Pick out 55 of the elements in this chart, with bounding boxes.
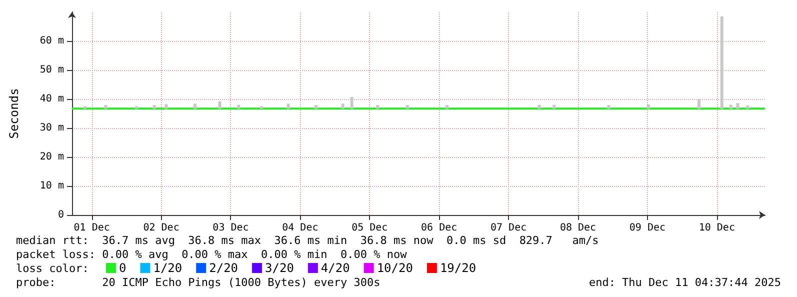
text: median rtt: 36.7 ms avg 36.8 ms max 36.6 ms min 36.8 ms now 0.0 ms sd 829.7 am/s xyxy=(16,234,599,247)
text: probe: 20 ICMP Echo Pings (1000 Bytes) every 300s xyxy=(16,276,380,289)
bar xyxy=(646,104,650,109)
x-tick-label: 03 Dec xyxy=(212,222,249,234)
y-tick-label: 50 m xyxy=(40,64,64,76)
legend-title: loss color: xyxy=(16,262,89,275)
x-tick-label: 09 Dec xyxy=(629,222,666,234)
bar xyxy=(164,104,168,109)
x-tick-label: 01 Dec xyxy=(74,222,110,234)
bar xyxy=(350,96,354,109)
y-tick-label: 60 m xyxy=(40,36,64,46)
bar xyxy=(698,99,701,109)
x-tick-label: 10 Dec xyxy=(698,222,735,234)
x-tick-label: 06 Dec xyxy=(421,222,458,234)
bar xyxy=(736,103,740,109)
bar xyxy=(729,104,732,109)
x-tick-label: 05 Dec xyxy=(352,222,388,234)
y-tick-label: 40 m xyxy=(40,94,64,104)
bar xyxy=(552,104,556,109)
legend-label: 2/20 xyxy=(209,261,238,275)
bar xyxy=(720,16,724,109)
bar xyxy=(314,105,318,109)
bar xyxy=(607,105,610,109)
y-tick-label: 10 m xyxy=(40,180,64,192)
bar xyxy=(286,104,290,109)
y-axis-title: Seconds xyxy=(7,88,21,139)
bar xyxy=(260,106,263,109)
legend-label: 19/20 xyxy=(440,261,476,275)
bar xyxy=(376,105,380,109)
bar xyxy=(538,104,541,109)
y-tick-label: 20 m xyxy=(40,152,64,162)
legend-label: 10/20 xyxy=(376,261,413,275)
y-tick-label: 30 m xyxy=(40,122,64,134)
bar xyxy=(194,104,197,109)
text: packet loss: 0.00 % avg 0.00 % max 0.00 % min 0.00 % now xyxy=(16,248,408,261)
bar xyxy=(152,105,156,109)
bar xyxy=(406,105,409,109)
legend-label: 1/20 xyxy=(153,261,182,275)
legend-label: 0 xyxy=(119,261,126,275)
bar xyxy=(83,106,86,109)
text: end: Thu Dec 11 04:37:44 2025 xyxy=(588,276,782,289)
bar xyxy=(446,105,449,109)
x-tick-label: 07 Dec xyxy=(490,222,527,234)
bar xyxy=(134,106,138,109)
x-tick-label: 08 Dec xyxy=(560,222,596,234)
x-tick-label: 02 Dec xyxy=(143,222,180,234)
legend-label: 4/20 xyxy=(320,261,350,275)
bar xyxy=(218,101,222,109)
x-tick-label: 04 Dec xyxy=(282,222,318,234)
bar xyxy=(237,104,240,109)
bar xyxy=(746,105,750,109)
bar xyxy=(341,104,344,109)
y-tick-label: 0 xyxy=(58,210,64,220)
legend-label: 3/20 xyxy=(265,261,294,275)
bar xyxy=(104,105,108,109)
